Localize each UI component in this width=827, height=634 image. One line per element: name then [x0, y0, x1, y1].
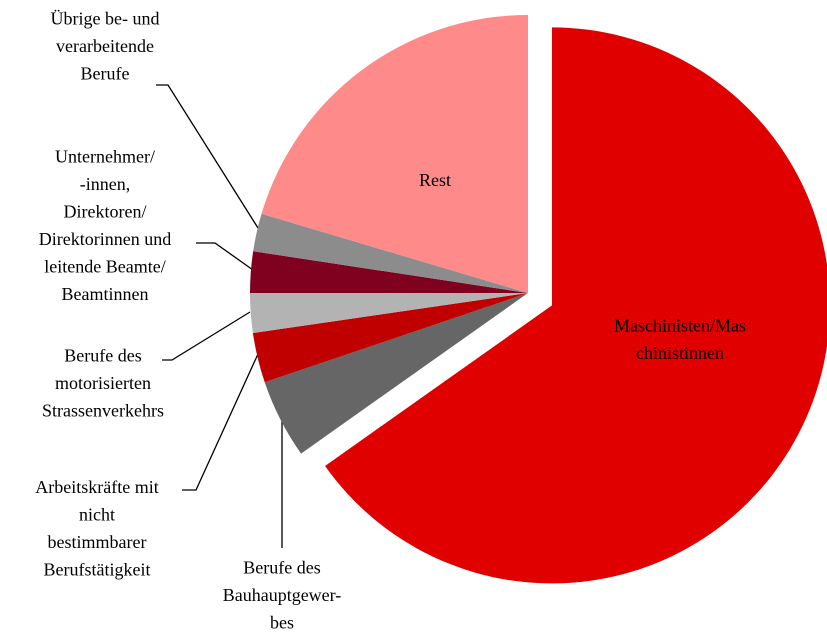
slice-label: Maschinisten/Mas chinistinnen	[614, 315, 746, 363]
leader-line	[156, 84, 259, 229]
slice-label: Unternehmer/-innen, Direktoren/Direktorin…	[39, 146, 171, 304]
pie-slice	[250, 251, 528, 293]
pie-slice	[325, 27, 827, 584]
leader-line	[182, 353, 259, 491]
leader-line	[196, 242, 254, 271]
pie-slice	[250, 293, 528, 334]
slice-label: Arbeitskräfte mit nicht bestimmbarer Berufs…	[35, 477, 158, 580]
leader-lines	[156, 84, 283, 548]
slice-label: Berufe des motorisierten Strassenverkehrs	[42, 346, 164, 421]
leader-line	[162, 311, 251, 361]
pie-slice	[261, 15, 528, 293]
pie-slice	[253, 213, 528, 293]
slice-label: Berufe des Bauhauptgewer-bes	[223, 558, 342, 633]
slice-label: Übrige be- und verarbeitende Berufe	[51, 9, 160, 84]
pie-slice	[264, 293, 528, 454]
slice-label: Rest	[419, 170, 451, 190]
pie-slice	[252, 293, 529, 383]
